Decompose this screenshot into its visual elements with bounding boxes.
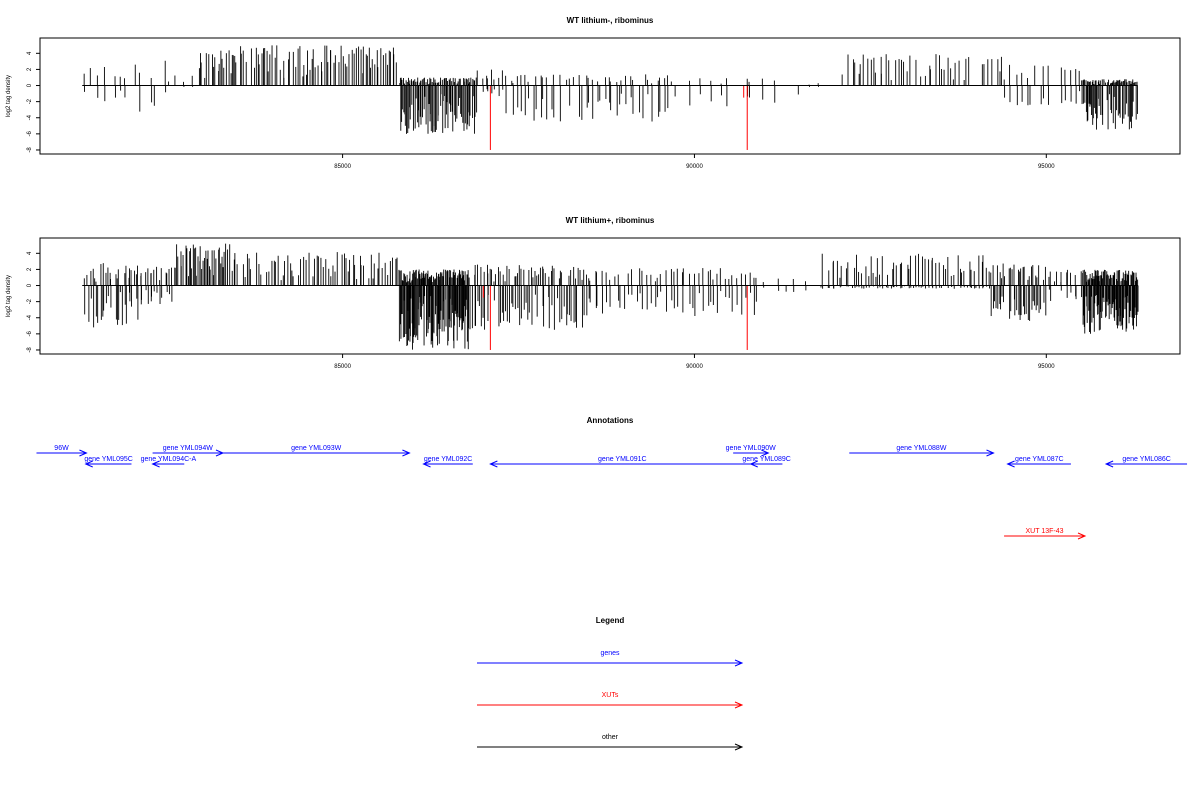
feature-arrow-head	[402, 449, 411, 457]
legend-item: genes	[477, 650, 744, 667]
legend-swatch-head	[734, 659, 744, 667]
feature-arrow: 96W	[36, 445, 88, 457]
feature-arrow-head	[84, 460, 93, 468]
y-tick-label: 0	[27, 283, 33, 287]
y-tick-label: 0	[27, 83, 33, 87]
x-tick-label: 85000	[334, 364, 351, 370]
y-axis: 4 2 0 -2 -4 -6 -8	[27, 251, 41, 353]
legend: Legend genes XUTs other	[477, 616, 744, 751]
feature-arrow: gene YML087C	[1006, 456, 1071, 468]
legend-swatch-head	[734, 701, 744, 709]
feature-arrow-head	[79, 449, 88, 457]
y-tick-label: -6	[27, 331, 33, 337]
x-axis: 85000 90000 95000	[334, 354, 1055, 370]
legend-item: XUTs	[477, 692, 744, 709]
legend-item: other	[477, 734, 744, 751]
feature-arrow: gene YML086C	[1104, 456, 1188, 468]
feature-arrow-head	[422, 460, 431, 468]
annotations-title: Annotations	[587, 416, 634, 425]
feature-arrows: 96W gene YML095C gene YML094W gene YML094C-…	[36, 445, 1188, 540]
feature-label: gene YML093W	[291, 445, 341, 452]
x-tick-label: 90000	[686, 164, 703, 170]
feature-label: gene YML087C	[1015, 456, 1064, 463]
feature-arrow-head	[749, 460, 758, 468]
feature-label: gene YML090W	[726, 445, 776, 452]
y-tick-label: -8	[27, 347, 33, 353]
x-tick-label: 85000	[334, 164, 351, 170]
y-tick-label: 2	[27, 67, 33, 71]
feature-arrow: gene YML091C	[489, 456, 755, 468]
feature-arrow: gene YML089C	[742, 456, 791, 468]
feature-arrow: gene YML093W	[222, 445, 411, 457]
feature-label: gene YML086C	[1122, 456, 1171, 463]
y-axis-label: log2 tag density	[6, 75, 12, 117]
highlight-bars	[489, 85, 748, 150]
y-axis-label: log2 tag density	[6, 275, 12, 317]
y-tick-label: -4	[27, 114, 33, 120]
feature-arrow-head	[986, 449, 995, 457]
feature-arrow-head	[1006, 460, 1015, 468]
y-tick-label: -6	[27, 131, 33, 137]
y-tick-label: 4	[27, 251, 33, 255]
feature-arrow: XUT 13F-43	[1004, 528, 1087, 540]
feature-arrow: gene YML092C	[422, 456, 473, 468]
feature-arrow: gene YML090W	[726, 445, 776, 457]
feature-label: gene YML094W	[163, 445, 213, 452]
panel-title: WT lithium+, ribominus	[566, 216, 655, 225]
feature-arrow-head	[1077, 532, 1087, 540]
y-tick-label: -2	[27, 98, 33, 104]
feature-arrow: gene YML095C	[84, 456, 133, 468]
x-axis: 85000 90000 95000	[334, 154, 1055, 170]
feature-label: gene YML092C	[424, 456, 473, 463]
feature-label: gene YML094C-A	[141, 456, 197, 463]
feature-arrow-head	[489, 460, 498, 468]
feature-arrow-head	[761, 449, 770, 457]
legend-label: genes	[600, 650, 620, 657]
feature-label: 96W	[54, 445, 69, 452]
feature-arrow-head	[1104, 460, 1114, 468]
annotations-track: Annotations 96W gene YML095C gene YML094W g…	[36, 416, 1188, 540]
feature-label: XUT 13F-43	[1026, 528, 1064, 535]
y-tick-label: 4	[27, 51, 33, 55]
x-tick-label: 95000	[1038, 164, 1055, 170]
feature-arrow: gene YML094C-A	[141, 456, 197, 468]
feature-label: gene YML088W	[896, 445, 946, 452]
y-tick-label: -8	[27, 147, 33, 153]
feature-label: gene YML091C	[598, 456, 647, 463]
feature-label: gene YML089C	[742, 456, 791, 463]
x-tick-label: 90000	[686, 364, 703, 370]
legend-label: XUTs	[602, 692, 619, 699]
density-bars	[83, 45, 1138, 134]
feature-arrow: gene YML088W	[849, 445, 995, 457]
highlight-bars	[482, 285, 748, 350]
panel-title: WT lithium-, ribominus	[567, 16, 654, 25]
y-tick-label: -2	[27, 298, 33, 304]
density-bars	[83, 243, 1139, 350]
feature-arrow-head	[151, 460, 160, 468]
legend-title: Legend	[596, 616, 625, 625]
legend-items: genes XUTs other	[477, 650, 744, 751]
y-tick-label: 2	[27, 267, 33, 271]
track-panel-lithium-minus: WT lithium-, ribominus log2 tag density …	[6, 16, 1181, 170]
legend-label: other	[602, 734, 619, 741]
legend-swatch-head	[734, 743, 744, 751]
track-panel-lithium-plus: WT lithium+, ribominus log2 tag density …	[6, 216, 1181, 370]
feature-arrow: gene YML094W	[152, 445, 225, 457]
y-axis: 4 2 0 -2 -4 -6 -8	[27, 51, 41, 153]
x-tick-label: 95000	[1038, 364, 1055, 370]
y-tick-label: -4	[27, 314, 33, 320]
feature-label: gene YML095C	[84, 456, 133, 463]
